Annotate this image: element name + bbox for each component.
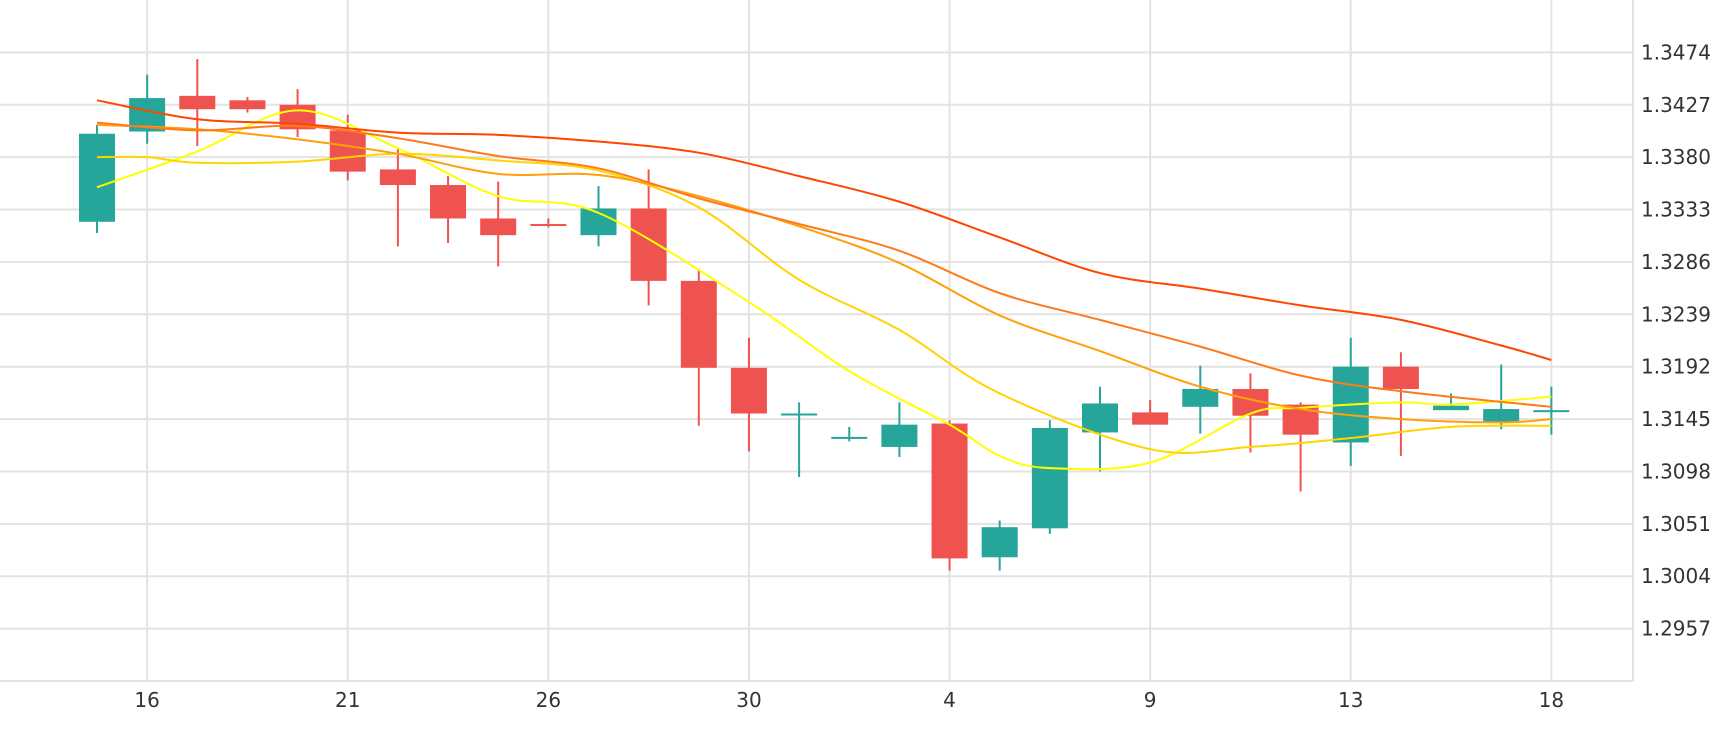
y-tick-label: 1.3145 bbox=[1641, 407, 1711, 431]
moving-average-line bbox=[96, 121, 1552, 408]
x-tick-label: 16 bbox=[134, 688, 159, 712]
y-tick-label: 1.3004 bbox=[1641, 564, 1711, 588]
candle-body bbox=[981, 527, 1018, 558]
x-tick-label: 4 bbox=[943, 688, 956, 712]
y-tick-label: 1.3286 bbox=[1641, 250, 1711, 274]
candle-body bbox=[931, 423, 968, 559]
candle-body bbox=[730, 367, 767, 414]
candle-body bbox=[881, 424, 918, 447]
moving-average-line bbox=[96, 109, 1552, 471]
candle-body bbox=[480, 218, 517, 236]
candle-body bbox=[781, 413, 818, 416]
candle-body bbox=[1132, 412, 1169, 425]
candle-body bbox=[179, 95, 216, 110]
candle-body bbox=[831, 436, 868, 439]
candle-body bbox=[430, 185, 467, 219]
candle-body bbox=[1533, 410, 1570, 413]
x-tick-label: 13 bbox=[1338, 688, 1363, 712]
candle-body bbox=[1483, 409, 1520, 423]
y-tick-label: 1.3380 bbox=[1641, 145, 1711, 169]
candle-body bbox=[1433, 405, 1470, 411]
candle-body bbox=[329, 130, 366, 172]
x-tick-label: 26 bbox=[536, 688, 561, 712]
y-tick-label: 1.3427 bbox=[1641, 93, 1711, 117]
y-tick-label: 1.2957 bbox=[1641, 617, 1711, 641]
candle-body bbox=[379, 169, 416, 186]
y-tick-label: 1.3192 bbox=[1641, 355, 1711, 379]
candle-body bbox=[680, 280, 717, 368]
candle-body bbox=[1182, 388, 1219, 407]
candle-body bbox=[530, 224, 567, 227]
y-tick-label: 1.3239 bbox=[1641, 302, 1711, 326]
moving-average-line bbox=[96, 99, 1552, 361]
candle-body bbox=[79, 133, 115, 222]
x-tick-label: 9 bbox=[1144, 688, 1157, 712]
x-tick-label: 21 bbox=[335, 688, 360, 712]
y-tick-label: 1.3474 bbox=[1641, 40, 1711, 64]
y-tick-label: 1.3098 bbox=[1641, 459, 1711, 483]
y-tick-label: 1.3333 bbox=[1641, 198, 1711, 222]
x-tick-label: 18 bbox=[1539, 688, 1564, 712]
x-tick-label: 30 bbox=[736, 688, 761, 712]
y-tick-label: 1.3051 bbox=[1641, 512, 1711, 536]
candle-body bbox=[1031, 427, 1068, 529]
candle-body bbox=[229, 100, 266, 110]
candle-body bbox=[630, 208, 667, 281]
moving-average-line bbox=[96, 123, 1552, 424]
candle-body bbox=[1382, 366, 1419, 389]
candle-body bbox=[1082, 403, 1118, 433]
moving-average-line bbox=[96, 152, 1552, 454]
